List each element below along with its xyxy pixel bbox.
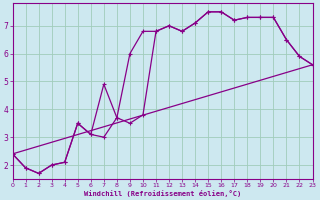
X-axis label: Windchill (Refroidissement éolien,°C): Windchill (Refroidissement éolien,°C)	[84, 190, 241, 197]
